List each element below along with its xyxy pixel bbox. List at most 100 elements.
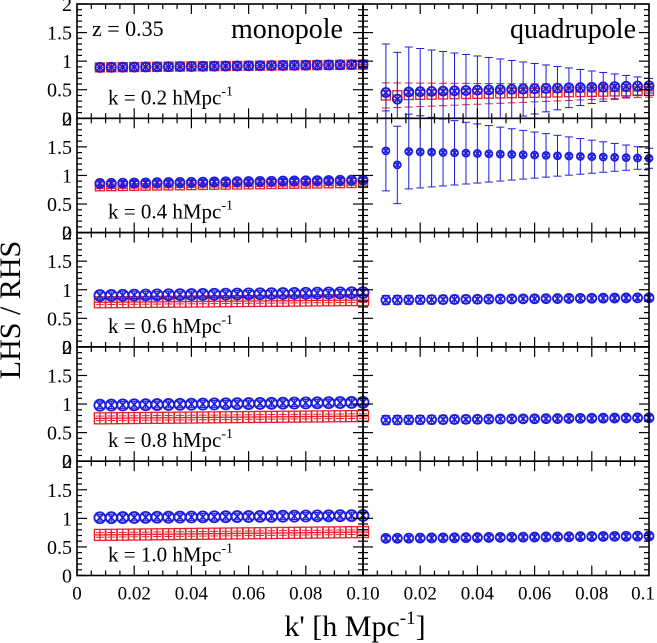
blue-point	[632, 80, 643, 92]
blue-point	[540, 83, 552, 94]
blue-cross-b	[599, 532, 608, 541]
blue-point	[380, 414, 392, 426]
red-point	[116, 528, 129, 541]
blue-cross-b	[382, 88, 390, 97]
blue-point	[128, 61, 140, 73]
blue-point	[174, 177, 186, 188]
blue-cross-b	[244, 177, 253, 186]
blue-circle	[117, 61, 129, 73]
quadrupole-title: quadrupole	[510, 14, 636, 45]
blue-point	[220, 60, 232, 72]
blue-cross-b	[634, 154, 641, 162]
blue-circle	[140, 61, 152, 73]
blue-circle	[598, 152, 608, 162]
red-point	[345, 526, 358, 539]
blue-circle	[105, 177, 117, 189]
blue-circle	[471, 84, 483, 96]
blue-circle	[609, 292, 621, 304]
blue-cross-b	[633, 414, 642, 422]
red-series	[93, 525, 370, 542]
blue-point	[105, 177, 117, 189]
blue-cross-b	[129, 512, 139, 523]
blue-cross-b	[232, 512, 242, 522]
blue-point	[276, 396, 290, 410]
blue-cross-b	[175, 399, 185, 409]
blue-point	[450, 148, 459, 158]
x-tick-label: 0.04	[175, 584, 209, 605]
blue-cross-b	[393, 95, 402, 103]
x-tick-label: 0.08	[575, 584, 608, 605]
blue-cross-b	[186, 512, 196, 522]
blue-circle	[494, 84, 506, 96]
blue-circle	[414, 532, 426, 544]
blue-point	[461, 148, 471, 158]
red-point	[93, 412, 107, 425]
blue-cross-b	[599, 414, 608, 422]
blue-point	[632, 530, 643, 542]
blue-point	[243, 60, 255, 72]
red-point	[162, 528, 175, 541]
blue-circle	[426, 414, 438, 426]
blue-point	[288, 59, 300, 71]
blue-point	[620, 80, 632, 92]
blue-point	[574, 412, 586, 424]
blue-circle	[609, 530, 621, 542]
blue-cross-b	[95, 400, 105, 410]
row-label-exponent: -1	[221, 84, 233, 99]
blue-cross-b	[175, 290, 185, 300]
blue-cross-b	[610, 82, 619, 91]
blue-cross-b	[587, 83, 596, 92]
blue-circle	[105, 61, 117, 73]
red-point	[265, 410, 278, 423]
blue-point	[597, 81, 609, 93]
blue-circle	[620, 530, 632, 542]
blue-cross-b	[427, 534, 436, 542]
blue-point	[529, 293, 540, 305]
blue-point	[254, 175, 266, 187]
row-label-k: k = 0.2 hMpc-1	[108, 84, 233, 109]
blue-cross-b	[289, 288, 299, 298]
blue-cross-b	[404, 296, 413, 304]
y-tick-label: 0	[62, 451, 72, 473]
blue-cross-b	[96, 63, 104, 72]
panel-r3-c1	[380, 412, 655, 426]
blue-cross-b	[347, 176, 356, 184]
row-label-k: k = 0.6 hMpc-1	[108, 313, 233, 338]
blue-cross-b	[519, 85, 527, 93]
red-point	[231, 410, 244, 424]
blue-cross-b	[301, 288, 311, 298]
y-tick-label: 0.5	[47, 80, 72, 102]
red-point	[173, 527, 187, 541]
blue-cross-b	[542, 533, 550, 541]
blue-cross-b	[404, 534, 413, 542]
blue-point	[529, 531, 540, 543]
red-point	[253, 410, 267, 424]
red-point	[93, 528, 107, 542]
blue-point	[609, 292, 621, 304]
blue-circle	[610, 152, 620, 162]
blue-circle	[506, 531, 518, 543]
blue-point	[449, 85, 460, 97]
blue-cross-b	[462, 295, 470, 304]
blue-point	[174, 61, 186, 72]
blue-cross-b	[313, 61, 322, 69]
blue-cross-b	[129, 290, 139, 300]
blue-cross-b	[382, 416, 390, 424]
blue-point	[483, 293, 495, 305]
blue-circle	[427, 147, 437, 157]
blue-circle	[403, 294, 415, 306]
blue-circle	[414, 414, 426, 426]
blue-cross-b	[439, 87, 447, 95]
blue-point	[403, 532, 415, 544]
blue-cross-b	[439, 149, 447, 156]
blue-cross-b	[473, 415, 482, 424]
blue-cross-b	[542, 414, 550, 423]
blue-point	[220, 176, 232, 188]
blue-cross-b	[278, 398, 288, 408]
blue-point	[563, 413, 575, 424]
blue-circle	[380, 532, 392, 544]
blue-cross-b	[485, 86, 493, 94]
blue-circle	[506, 293, 518, 305]
blue-circle	[437, 532, 449, 544]
blue-cross-b	[507, 415, 516, 423]
